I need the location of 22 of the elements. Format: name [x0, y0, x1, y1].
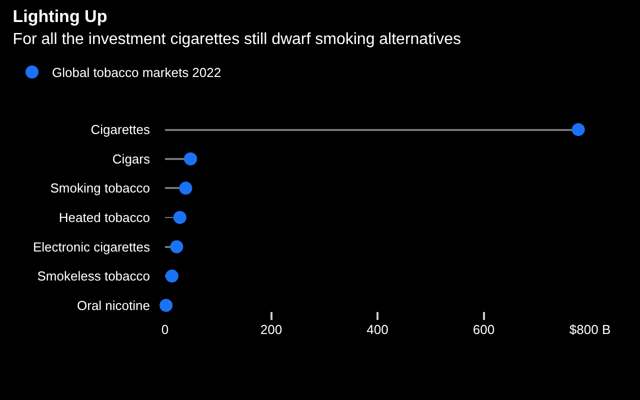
- x-tick-label: 200: [260, 322, 282, 337]
- y-tick-label: Cigarettes: [90, 122, 150, 138]
- point: [184, 152, 197, 166]
- point: [173, 210, 186, 224]
- y-tick-label: Heated tobacco: [58, 210, 150, 226]
- point: [165, 270, 178, 283]
- x-tick-label: 0: [161, 322, 169, 337]
- point: [160, 298, 173, 312]
- point: [179, 182, 192, 195]
- legend-label: Global tobacco markets 2022: [52, 65, 222, 80]
- x-tick-label: $800 B: [569, 322, 611, 337]
- y-tick-label: Smokeless tobacco: [37, 268, 150, 284]
- chart-subtitle: For all the investment cigarettes still dwarf smoking alternatives: [12, 31, 461, 48]
- x-tick-label: 600: [472, 322, 495, 337]
- x-tick-label: 400: [366, 322, 388, 337]
- y-tick-label: Electronic cigarettes: [32, 239, 150, 254]
- chart-title: Lighting Up: [12, 7, 108, 26]
- y-tick-label: Oral nicotine: [77, 298, 150, 313]
- point: [572, 123, 585, 136]
- y-tick-label: Cigars: [112, 151, 150, 166]
- y-tick-label: Smoking tobacco: [50, 180, 150, 196]
- point: [170, 240, 184, 254]
